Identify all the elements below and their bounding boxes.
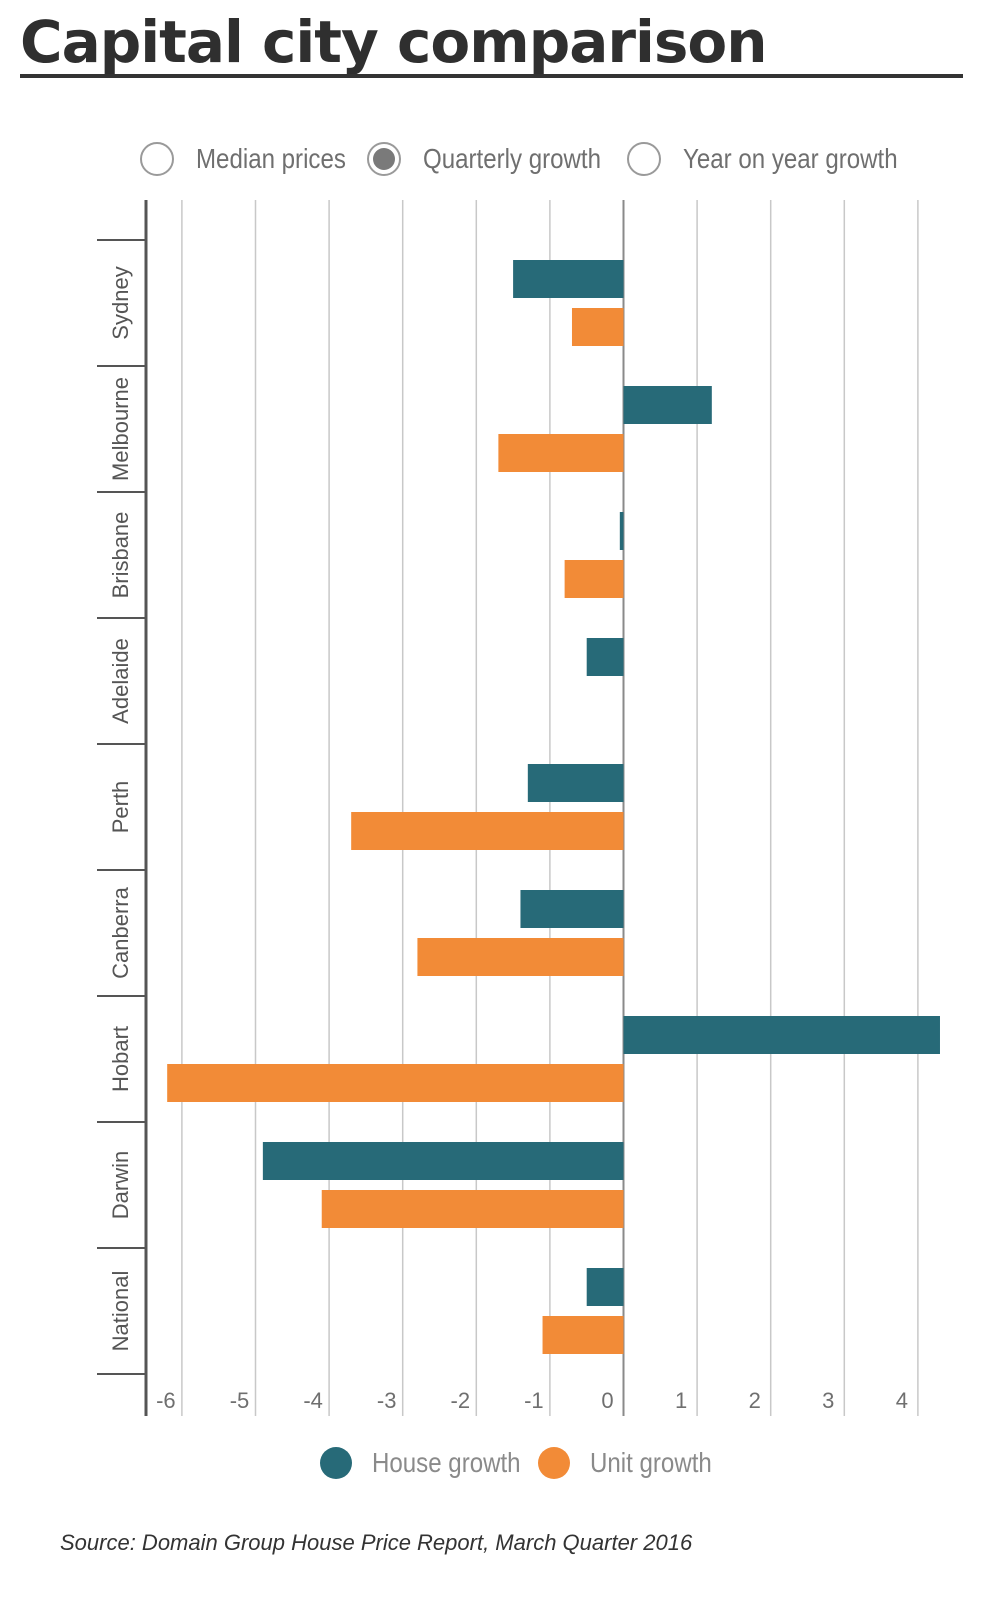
- legend-swatch-house: [320, 1447, 352, 1479]
- category-label-adelaide: Adelaide: [108, 638, 133, 724]
- x-tick-label: -5: [230, 1388, 250, 1413]
- bar-unit-brisbane: [564, 560, 624, 598]
- x-tick-label: 0: [601, 1388, 613, 1413]
- bar-house-darwin: [262, 1142, 624, 1180]
- bar-house-melbourne: [623, 386, 712, 424]
- bar-house-hobart: [623, 1016, 940, 1054]
- category-label-sydney: Sydney: [108, 266, 133, 339]
- radio-quarterly-growth[interactable]: [367, 142, 401, 176]
- bar-house-sydney: [513, 260, 624, 298]
- radio-selected-dot: [373, 148, 395, 170]
- x-tick-label: 3: [822, 1388, 834, 1413]
- bar-house-national: [586, 1268, 624, 1306]
- source-note: Source: Domain Group House Price Report,…: [60, 1530, 693, 1555]
- option-year-on-year-growth[interactable]: Year on year growth: [627, 134, 933, 184]
- category-label-perth: Perth: [108, 781, 133, 834]
- x-tick-label: 2: [749, 1388, 761, 1413]
- option-label-median-prices: Median prices: [196, 143, 346, 174]
- option-label-quarterly-growth: Quarterly growth: [423, 143, 601, 174]
- radio-median-prices[interactable]: [140, 142, 174, 176]
- bar-house-perth: [527, 764, 624, 802]
- legend-label-unit: Unit growth: [590, 1447, 712, 1478]
- legend-swatch-unit: [538, 1447, 570, 1479]
- chart-legend: House growth Unit growth: [0, 1442, 993, 1484]
- category-label-hobart: Hobart: [108, 1026, 133, 1092]
- bar-house-brisbane: [619, 512, 624, 550]
- legend-label-house: House growth: [372, 1447, 521, 1478]
- bar-unit-perth: [351, 812, 624, 850]
- x-tick-label: -3: [377, 1388, 397, 1413]
- category-label-national: National: [108, 1271, 133, 1352]
- legend-item-unit: Unit growth: [538, 1442, 732, 1484]
- bar-unit-melbourne: [498, 434, 624, 472]
- x-tick-label: 4: [896, 1388, 908, 1413]
- chart: -6 -5 -4 -3 -2 -1 0 1 2 3 4 Sydney Melbourne Brisbane…: [97, 200, 940, 1416]
- metric-selector: Median prices Quarterly growth Year on y…: [0, 134, 993, 184]
- x-tick-label: -6: [156, 1388, 176, 1413]
- x-tick-label: -4: [303, 1388, 323, 1413]
- bar-house-adelaide: [586, 638, 624, 676]
- category-label-melbourne: Melbourne: [108, 377, 133, 481]
- category-label-brisbane: Brisbane: [108, 512, 133, 599]
- bar-unit-sydney: [571, 308, 624, 346]
- category-label-canberra: Canberra: [108, 886, 133, 978]
- radio-year-on-year-growth[interactable]: [627, 142, 661, 176]
- option-label-year-on-year-growth: Year on year growth: [683, 143, 898, 174]
- option-median-prices[interactable]: Median prices: [140, 134, 370, 184]
- x-tick-label: -2: [451, 1388, 471, 1413]
- legend-item-house: House growth: [320, 1442, 545, 1484]
- bar-unit-hobart: [167, 1064, 624, 1102]
- bar-unit-darwin: [321, 1190, 624, 1228]
- title-divider: [20, 74, 963, 78]
- bar-unit-canberra: [417, 938, 624, 976]
- x-tick-label: -1: [524, 1388, 544, 1413]
- x-tick-label: 1: [675, 1388, 687, 1413]
- category-label-darwin: Darwin: [108, 1151, 133, 1219]
- bar-house-canberra: [520, 890, 624, 928]
- bar-unit-national: [542, 1316, 624, 1354]
- option-quarterly-growth[interactable]: Quarterly growth: [367, 134, 630, 184]
- page-title: Capital city comparison: [20, 8, 767, 76]
